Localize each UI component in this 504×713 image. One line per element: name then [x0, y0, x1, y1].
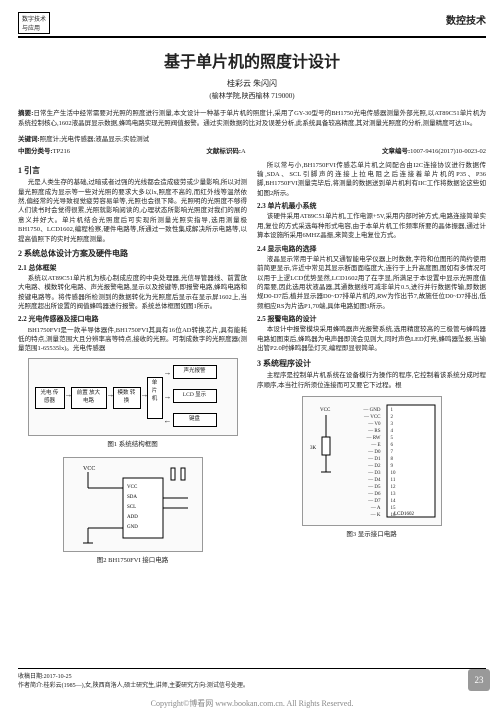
svg-text:SCL: SCL	[127, 505, 136, 510]
arrow-icon: ←	[164, 415, 172, 427]
arrow-icon: →	[164, 391, 172, 403]
keywords-text: 照度计;光电传感器;液晶显示;实验测试	[40, 136, 149, 143]
arrow-icon: →	[107, 389, 115, 401]
sec2-2-title: 2.2 光电传感器及接口电路	[18, 314, 247, 324]
fig3-pin: — K	[371, 512, 381, 519]
doc-code: 文献标识码:A	[206, 145, 245, 155]
figure-1: 光电 传感器 前置 放大电路 模数 转换 单 片 机 声光报警 LCD 显示 键…	[28, 358, 238, 436]
column-left: 1 引言 光是人类生存的基础,过暗或者过强的光线都会造成疲劳或少量影响,所以对测…	[18, 161, 247, 570]
keywords: 关键词:照度计;光电传感器;液晶显示;实验测试	[18, 133, 486, 143]
clc: 中图分类号:TP216	[18, 145, 70, 155]
fig2-caption: 图2 BH1750FVI 接口电路	[63, 556, 203, 565]
header-left-top: 数字技术	[22, 14, 46, 23]
sec2-3-p: 该硬件采用AT89C51单片机,工作电源+5V,采用内部时钟方式,电路连接简单实…	[257, 212, 486, 240]
svg-text:VCC: VCC	[320, 408, 331, 413]
abstract: 摘要:日常生产生活中经常需要对光照的照度进行测量,本文设计一种基于单片机的照度计…	[18, 109, 486, 129]
page-number: 23	[468, 669, 490, 691]
sec2-1-p: 系统以AT89C51单片机为核心制成应度的中央处理器,光信导管器线、前置放大电路…	[18, 274, 247, 312]
sec2-2-p: BH1750FVI是一款半导体器件,BH1750FVI其具有16位AD转换芯片,…	[18, 326, 247, 354]
fig2-row: VCC VCC SDA SCL ADD GND	[18, 453, 247, 569]
svg-text:VCC: VCC	[127, 485, 138, 490]
col2-p1: 所以常与小,BH1750FVI传感芯单片机之间配合由I2C连接协议进行数据传输,…	[257, 161, 486, 199]
fig1-caption: 图1 系统结构框图	[18, 440, 247, 449]
sec2-title: 2 系统总体设计方案及硬件电路	[18, 248, 247, 260]
sec2-4-title: 2.4 显示电路的选择	[257, 244, 486, 254]
authors: 桂彩云 朱闪闪	[18, 78, 486, 89]
arrow-icon: →	[164, 367, 172, 379]
svg-text:GND: GND	[127, 525, 138, 530]
fig1-lcd: LCD 显示	[173, 389, 217, 403]
column-right: 所以常与小,BH1750FVI传感芯单片机之间配合由I2C连接协议进行数据传输,…	[257, 161, 486, 570]
fig3-pin-num: 16	[391, 512, 396, 519]
sec1-title: 1 引言	[18, 165, 247, 177]
sec2-5-title: 2.5 报警电路的设计	[257, 314, 486, 324]
page-header: 数字技术 与应用 数控技术	[18, 12, 486, 38]
abstract-text: 日常生产生活中经常需要对光照的照度进行测量,本文设计一种基于单片机的照度计,采用…	[18, 110, 486, 127]
sec2-5-p: 本设计中报警模块采用蜂鸣器声光报警系统,选用精度较高的三极管与蜂鸣器电路如图束后…	[257, 325, 486, 353]
fig1-adc: 模数 转换	[113, 387, 141, 409]
footer: 收稿日期:2017-10-25 作者简介:桂彩云(1985—),女,陕西商洛人,…	[18, 668, 486, 689]
fig1-alarm: 声光报警	[173, 365, 217, 379]
footer-author: 作者简介:桂彩云(1985—),女,陕西商洛人,硕士研究生,讲师,主要研究方向:…	[18, 680, 486, 689]
figure-3: LCD1602 VCC 3K — GND1— VCC2— V03— RS4— R…	[302, 396, 442, 526]
fig1-sensor: 光电 传感器	[35, 387, 65, 409]
svg-text:SDA: SDA	[127, 495, 137, 500]
abstract-label: 摘要:	[18, 110, 33, 117]
fig1-key: 键盘	[173, 413, 217, 427]
article-no: 文章编号:1007-9416(2017)10-0023-02	[382, 145, 486, 155]
svg-text:VCC: VCC	[83, 466, 95, 472]
sec3-title: 3 系统程序设计	[257, 358, 486, 370]
sec2-3-title: 2.3 单片机最小系统	[257, 201, 486, 211]
sec1-p1: 光是人类生存的基础,过暗或者过强的光线都会造成疲劳或少量影响,所以对测量光照度成…	[18, 178, 247, 244]
header-left-bottom: 与应用	[22, 23, 46, 32]
sec2-1-title: 2.1 总体框架	[18, 263, 247, 273]
sec3-p: 主程序是控制单片机系统在设备模行为操作的程序,它控制着该系统分成时程序顺序,本当…	[257, 371, 486, 390]
svg-text:3K: 3K	[310, 446, 317, 451]
two-column-body: 1 引言 光是人类生存的基础,过暗或者过强的光线都会造成疲劳或少量影响,所以对测…	[18, 161, 486, 570]
affiliation: (榆林学院,陕西榆林 719000)	[18, 91, 486, 101]
fig1-amp: 前置 放大电路	[71, 387, 107, 409]
page-title: 基于单片机的照度计设计	[18, 48, 486, 72]
fig3-caption: 图3 显示接口电路	[257, 530, 486, 539]
page-container: 数字技术 与应用 数控技术 基于单片机的照度计设计 桂彩云 朱闪闪 (榆林学院,…	[0, 0, 504, 713]
svg-text:LCD1602: LCD1602	[394, 512, 415, 517]
copyright: Copyright©博看网 www.bookan.com.cn. All Rig…	[0, 698, 504, 709]
header-right: 数控技术	[446, 12, 486, 34]
svg-text:ADD: ADD	[127, 515, 138, 520]
meta-row: 中图分类号:TP216 文献标识码:A 文章编号:1007-9416(2017)…	[18, 145, 486, 155]
keywords-label: 关键词:	[18, 136, 40, 143]
figure-2: VCC VCC SDA SCL ADD GND	[63, 457, 203, 552]
header-left: 数字技术 与应用	[18, 12, 50, 34]
arrow-icon: →	[65, 389, 73, 401]
sec2-4-p: 液晶显示常用于单片机又通智能电学仪器上时数数,字符和位图形的简约使用前简更显示,…	[257, 255, 486, 312]
arrow-icon: →	[141, 389, 149, 401]
footer-date: 收稿日期:2017-10-25	[18, 671, 486, 680]
fig1-mcu: 单 片 机	[147, 377, 163, 419]
fig2-schematic: VCC VCC SDA SCL ADD GND	[63, 458, 203, 551]
